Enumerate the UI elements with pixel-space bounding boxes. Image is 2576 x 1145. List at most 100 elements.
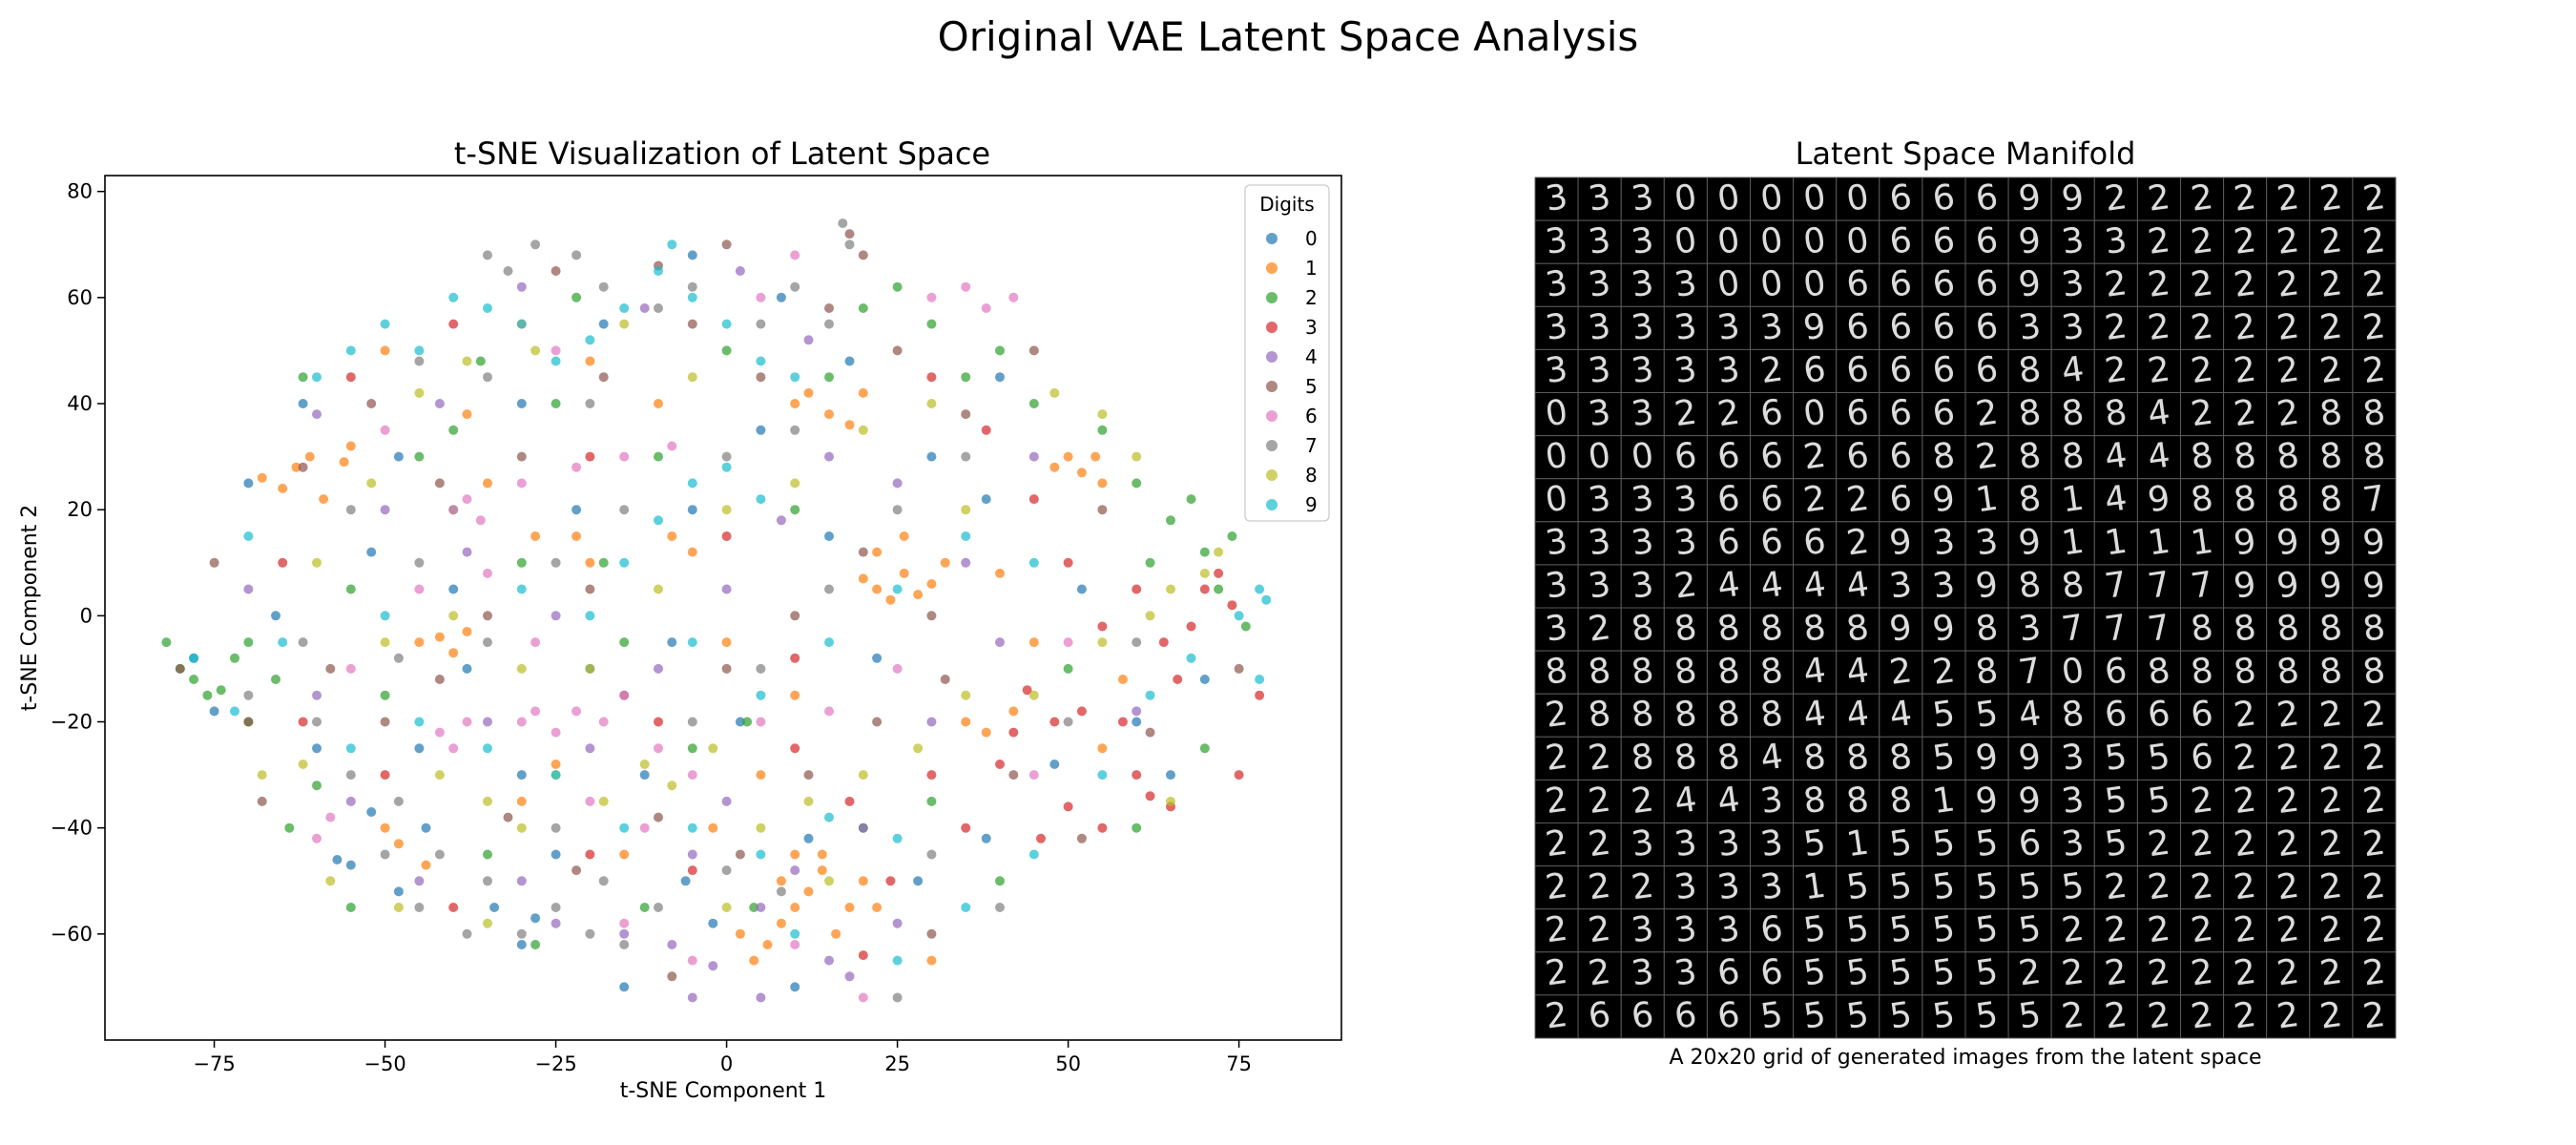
manifold-cell: [2309, 392, 2354, 437]
manifold-cell: [1706, 478, 1751, 523]
point-digit-4-10: [721, 796, 732, 806]
point-digit-2-38: [1214, 584, 1224, 594]
manifold-cell: [1577, 908, 1622, 953]
manifold-cell: [2180, 607, 2225, 652]
generated-digit: 2: [2146, 995, 2172, 1037]
generated-digit: 3: [2016, 306, 2043, 348]
point-digit-9-3: [414, 345, 425, 356]
point-digit-4-0: [243, 584, 254, 594]
generated-digit: 5: [1930, 694, 1957, 736]
point-digit-8-28: [462, 356, 472, 366]
point-digit-7-18: [598, 876, 609, 886]
point-digit-5-19: [598, 372, 609, 383]
point-digit-1-59: [551, 760, 561, 769]
generated-digit: 6: [1801, 522, 1828, 564]
generated-digit: 2: [2360, 694, 2387, 736]
generated-digit: 2: [2189, 909, 2215, 951]
generated-digit: 2: [2317, 737, 2344, 779]
generated-digit: 9: [2146, 479, 2172, 521]
point-digit-6-30: [687, 955, 697, 966]
point-digit-7-22: [551, 903, 561, 912]
legend-label-9: 9: [1305, 493, 1318, 516]
point-digit-1-16: [571, 531, 582, 541]
y-tick-label: −20: [51, 711, 93, 734]
point-digit-7-9: [824, 319, 834, 329]
point-digit-2-25: [858, 303, 868, 313]
point-digit-0-46: [995, 372, 1005, 383]
generated-digit: 1: [1930, 780, 1957, 822]
generated-digit: 0: [1844, 177, 1871, 219]
manifold-cell: [1620, 865, 1665, 910]
manifold-cell: [2050, 521, 2095, 566]
point-digit-7-48: [298, 637, 308, 648]
generated-digit: 6: [1887, 220, 1914, 262]
plot-frame: [104, 175, 1342, 1041]
point-digit-3-10: [1063, 802, 1073, 812]
point-digit-3-21: [844, 796, 855, 806]
point-digit-7-28: [380, 849, 390, 860]
point-digit-3-42: [1234, 770, 1244, 781]
point-digit-5-10: [940, 675, 950, 684]
point-digit-0-39: [571, 505, 582, 515]
generated-digit: 5: [2146, 737, 2172, 779]
point-digit-4-24: [995, 637, 1005, 648]
point-digit-7-40: [926, 849, 937, 860]
legend-label-6: 6: [1305, 405, 1318, 427]
generated-digit: 3: [1629, 479, 1655, 521]
generated-digit: 3: [1629, 909, 1655, 951]
point-digit-7-13: [345, 770, 356, 781]
manifold-cell: [1964, 262, 2009, 307]
generated-digit: 4: [2059, 349, 2086, 391]
point-digit-1-47: [844, 420, 855, 430]
generated-digit: 2: [2275, 349, 2301, 391]
generated-digit: 8: [1844, 780, 1871, 822]
point-digit-2-23: [790, 505, 800, 515]
manifold-cell: [1793, 607, 1838, 652]
point-digit-7-43: [414, 356, 425, 366]
point-digit-2-2: [189, 675, 199, 684]
manifold-cell: [1922, 521, 1966, 566]
generated-digit: 9: [2016, 780, 2043, 822]
y-tick-label: 20: [67, 498, 93, 521]
tsne-scatter-chart: t-SNE Visualization of Latent Space −75−…: [18, 135, 1342, 1103]
point-digit-8-30: [585, 663, 595, 674]
manifold-cell: [1750, 951, 1795, 996]
generated-digit: 2: [2275, 780, 2301, 822]
manifold-cell: [2180, 650, 2225, 695]
point-digit-7-24: [619, 940, 630, 949]
y-tick-label: 80: [67, 180, 93, 203]
manifold-cell: [1793, 951, 1838, 996]
point-digit-6-24: [312, 833, 322, 843]
manifold-cell: [2136, 607, 2182, 652]
manifold-cell: [2266, 262, 2311, 307]
generated-digit: 9: [2317, 522, 2344, 564]
generated-digit: 6: [1672, 995, 1699, 1037]
manifold-cell: [1922, 822, 1966, 867]
generated-digit: 8: [2275, 479, 2301, 521]
legend-marker-2: [1266, 292, 1278, 303]
manifold-cell: [1964, 865, 2009, 910]
legend-box: [1244, 184, 1330, 522]
generated-digit: 2: [2189, 780, 2215, 822]
point-digit-4-9: [687, 849, 697, 860]
point-digit-7-19: [654, 903, 663, 912]
point-digit-1-48: [858, 387, 868, 398]
generated-digit: 5: [1930, 737, 1957, 779]
point-digit-0-14: [414, 743, 425, 754]
point-digit-2-36: [1186, 494, 1196, 505]
generated-digit: 2: [1543, 737, 1569, 779]
manifold-cell: [2266, 865, 2311, 910]
point-digit-4-8: [667, 940, 677, 949]
generated-digit: 7: [2103, 565, 2129, 607]
generated-digit: 5: [1887, 909, 1914, 951]
point-digit-6-2: [475, 515, 486, 526]
generated-digit: 8: [2016, 436, 2043, 478]
generated-digit: 3: [1672, 909, 1699, 951]
point-digit-2-11: [345, 584, 356, 594]
generated-digit: 2: [1543, 694, 1569, 736]
generated-digit: 8: [1844, 608, 1871, 650]
manifold-cell: [2352, 908, 2397, 953]
generated-digit: 5: [1930, 995, 1957, 1037]
generated-digit: 4: [1844, 565, 1871, 607]
generated-digit: 0: [1672, 177, 1699, 219]
